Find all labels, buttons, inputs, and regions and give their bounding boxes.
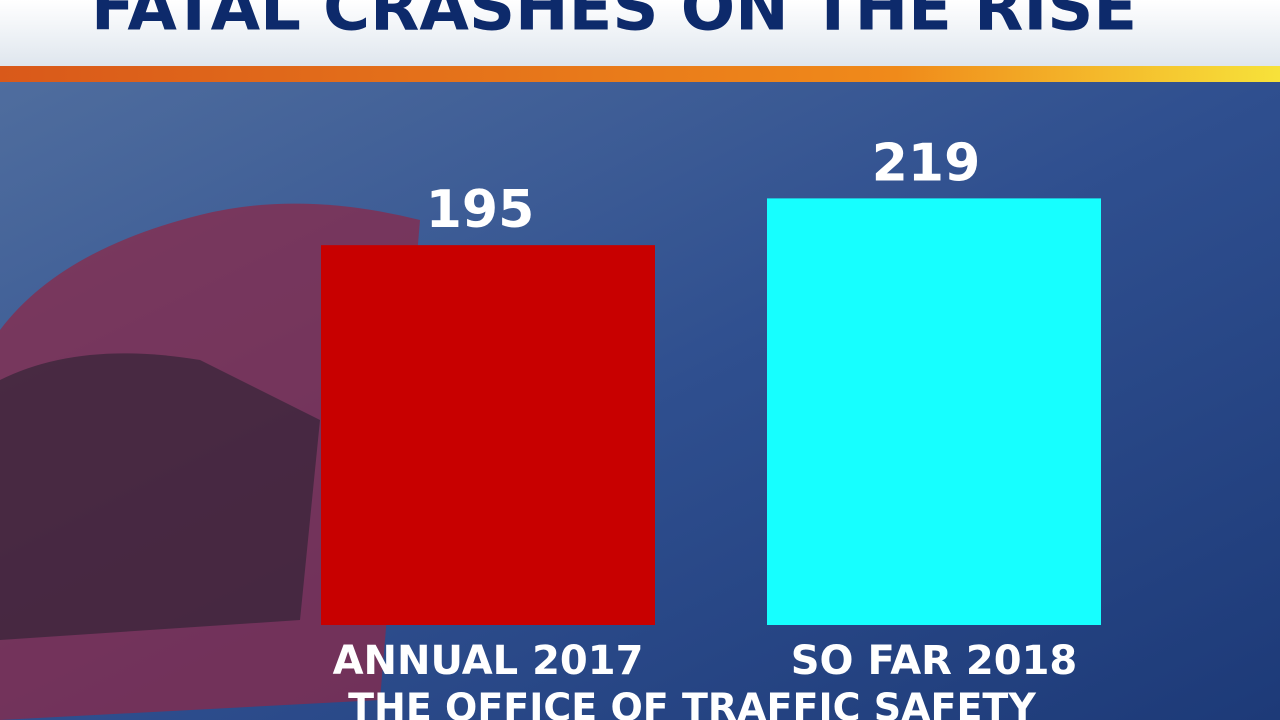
title-stripe — [0, 66, 1280, 82]
value-label: 195 — [426, 180, 535, 240]
bar — [767, 198, 1101, 625]
source: THE OFFICE OF TRAFFIC SAFETY — [348, 686, 1036, 720]
value-label: 219 — [872, 133, 981, 193]
bar — [321, 245, 655, 625]
category-label: ANNUAL 2017 — [333, 638, 644, 684]
car-wreck — [0, 353, 320, 640]
title-band — [0, 0, 1280, 66]
chart-title: FATAL CRASHES ON THE RISE — [91, 0, 1137, 46]
category-label: SO FAR 2018 — [791, 638, 1077, 684]
